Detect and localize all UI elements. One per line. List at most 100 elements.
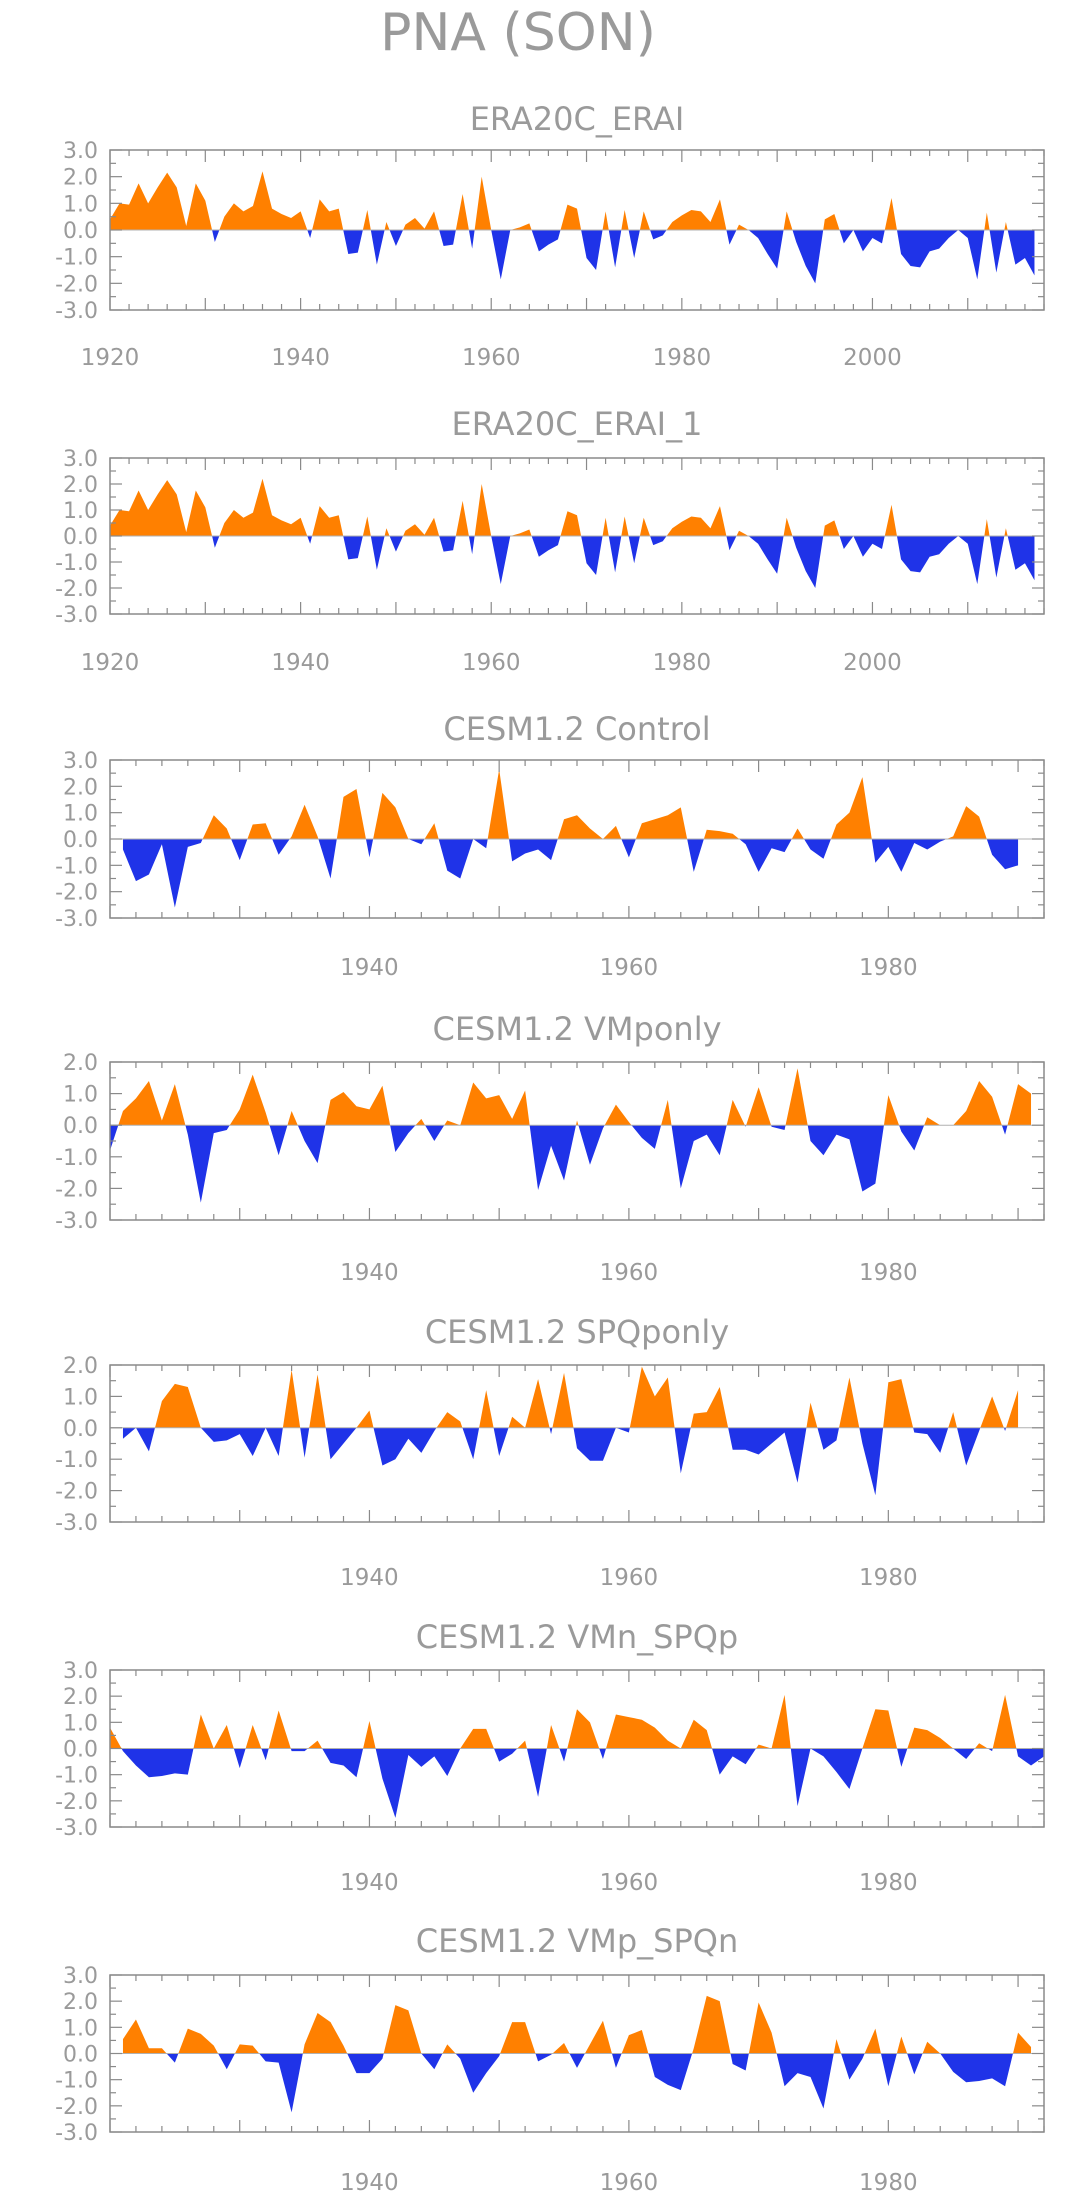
xtick-label: 1980: [859, 1565, 918, 1591]
chart-panel: CESM1.2 VMn_SPQp -3.0-2.0-1.00.01.02.03.0…: [55, 1618, 1045, 1896]
panel-title: ERA20C_ERAI_1: [452, 405, 703, 443]
chart-panel: CESM1.2 VMponly -3.0 -2.0 -1.0 0.0 1.0 2.0 1940…: [55, 1010, 1045, 1286]
panel-title: CESM1.2 VMn_SPQp: [416, 1618, 738, 1656]
ytick-label: 1.0: [63, 1711, 98, 1736]
ytick-label: -1.0: [55, 1764, 98, 1789]
chart-panel: ERA20C_ERAI -3.0-2.0-1.00.01.02.03.0 1920 1…: [55, 100, 1045, 371]
positive-area: [110, 1694, 1044, 1749]
chart-panel: CESM1.2 VMp_SPQn -3.0-2.0-1.00.01.02.03.0…: [55, 1922, 1045, 2196]
ytick-label: -2.0: [55, 1790, 98, 1815]
xtick-label: 1920: [81, 650, 140, 676]
positive-area: [122, 1995, 1032, 2054]
xtick-label: 1940: [340, 2170, 399, 2196]
ytick-label: -3.0: [55, 1511, 98, 1536]
xtick-label: 1980: [859, 1870, 918, 1896]
xtick-label: 1980: [859, 1260, 918, 1286]
ytick-label: 0.0: [63, 525, 98, 550]
ytick-label: -3.0: [55, 1209, 98, 1234]
ytick-label: 1.0: [63, 499, 98, 524]
xtick-label: 1960: [462, 650, 521, 676]
negative-area: [122, 839, 1019, 908]
ytick-label: 3.0: [63, 1964, 98, 1989]
ytick-label: 3.0: [63, 447, 98, 472]
positive-area: [110, 478, 1035, 536]
chart-panel: ERA20C_ERAI_1 -3.0-2.0-1.00.01.02.03.0 192…: [55, 405, 1045, 676]
xtick-label: 1960: [600, 2170, 659, 2196]
ytick-label: 0.0: [63, 1417, 98, 1442]
ytick-label: 0.0: [63, 1114, 98, 1139]
ytick-label: -3.0: [55, 603, 98, 628]
panel-title: CESM1.2 VMponly: [432, 1010, 721, 1048]
xtick-label: 1980: [859, 2170, 918, 2196]
xtick-label: 1960: [600, 1260, 659, 1286]
xtick-label: 1940: [271, 650, 330, 676]
figure-title: PNA (SON): [380, 3, 656, 63]
chart-panel: CESM1.2 Control -3.0-2.0-1.00.01.02.03.0 1…: [55, 710, 1045, 981]
ytick-label: -2.0: [55, 272, 98, 297]
ytick-label: 2.0: [63, 166, 98, 191]
ytick-label: -1.0: [55, 1146, 98, 1171]
positive-area: [110, 1068, 1032, 1126]
ytick-label: 1.0: [63, 802, 98, 827]
ytick-label: 2.0: [63, 775, 98, 800]
chart-panel: CESM1.2 SPQponly -3.0 -2.0 -1.0 0.0 1.0 2.0 194…: [55, 1313, 1045, 1591]
ytick-label: 2.0: [63, 1685, 98, 1710]
series-area: [110, 1068, 1032, 1203]
ytick-label: -2.0: [55, 577, 98, 602]
positive-area: [122, 769, 1019, 839]
panel-title: CESM1.2 VMp_SPQn: [416, 1922, 738, 1960]
ytick-label: 1.0: [63, 192, 98, 217]
negative-area: [110, 1125, 1032, 1203]
ytick-label: -1.0: [55, 551, 98, 576]
series-area: [110, 478, 1035, 588]
series-area: [110, 171, 1035, 284]
negative-area: [122, 1427, 1007, 1496]
series-area: [110, 1694, 1044, 1818]
xtick-label: 1940: [340, 1870, 399, 1896]
xtick-label: 1960: [600, 1565, 659, 1591]
xtick-label: 2000: [843, 345, 902, 371]
ytick-label: -2.0: [55, 2095, 98, 2120]
negative-area: [110, 230, 1035, 284]
ytick-label: -2.0: [55, 1480, 98, 1505]
ytick-label: 1.0: [63, 1083, 98, 1108]
series-area: [122, 769, 1019, 908]
ytick-label: 3.0: [63, 749, 98, 774]
ytick-label: 0.0: [63, 828, 98, 853]
xtick-label: 1960: [462, 345, 521, 371]
ytick-label: 0.0: [63, 2043, 98, 2068]
series-area: [122, 1366, 1019, 1496]
xtick-label: 1980: [653, 345, 712, 371]
xtick-label: 1980: [859, 955, 918, 981]
ytick-label: -2.0: [55, 1177, 98, 1202]
negative-area: [110, 536, 1035, 588]
xtick-label: 1960: [600, 955, 659, 981]
ytick-label: 0.0: [63, 1738, 98, 1763]
panel-title: CESM1.2 SPQponly: [425, 1313, 729, 1351]
panel-title: CESM1.2 Control: [443, 710, 710, 748]
positive-area: [154, 1366, 1019, 1428]
ytick-label: 2.0: [63, 1990, 98, 2015]
ytick-label: -3.0: [55, 299, 98, 324]
ytick-label: -3.0: [55, 1816, 98, 1841]
xtick-label: 1940: [340, 1565, 399, 1591]
series-area: [122, 1995, 1032, 2113]
ytick-label: -3.0: [55, 2121, 98, 2146]
panel-title: ERA20C_ERAI: [470, 100, 685, 138]
ytick-label: -2.0: [55, 881, 98, 906]
ytick-label: 2.0: [63, 1354, 98, 1379]
ytick-label: -1.0: [55, 246, 98, 271]
xtick-label: 1960: [600, 1870, 659, 1896]
xtick-label: 2000: [843, 650, 902, 676]
xtick-label: 1940: [271, 345, 330, 371]
ytick-label: 1.0: [63, 1385, 98, 1410]
ytick-label: 3.0: [63, 1659, 98, 1684]
negative-area: [122, 2053, 1032, 2113]
xtick-label: 1920: [81, 345, 140, 371]
negative-area: [110, 1748, 1044, 1818]
ytick-label: 3.0: [63, 139, 98, 164]
ytick-label: 2.0: [63, 473, 98, 498]
xtick-label: 1940: [340, 1260, 399, 1286]
